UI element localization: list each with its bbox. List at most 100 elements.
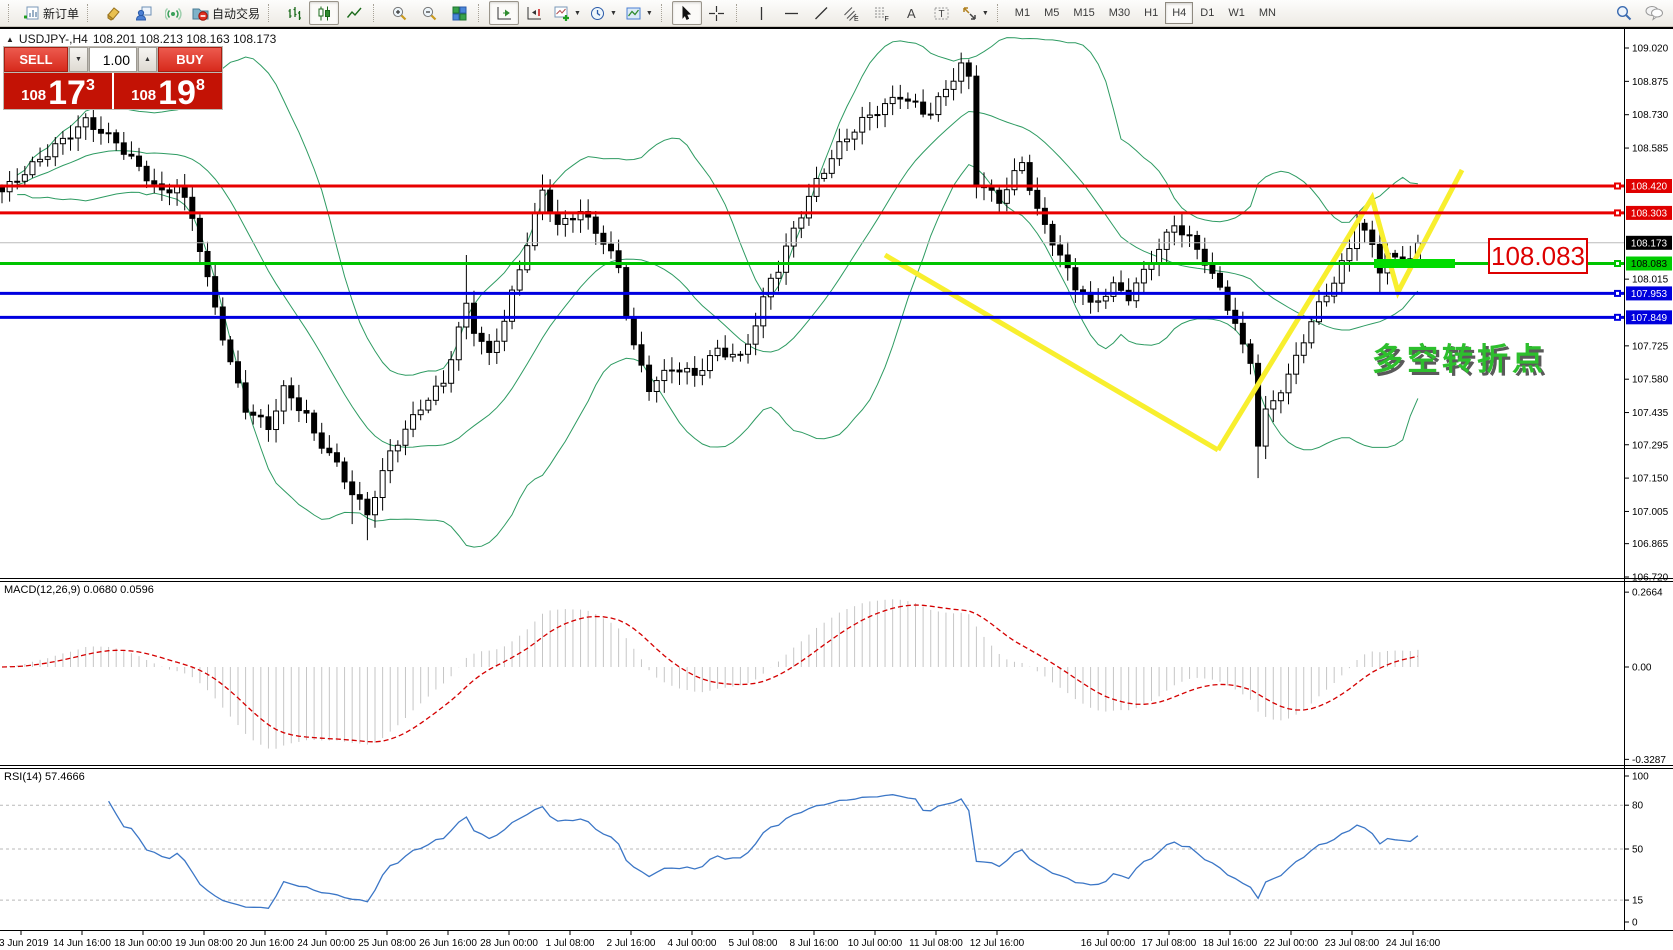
line-chart-icon [346, 7, 362, 18]
tile-windows-button[interactable] [444, 1, 474, 25]
horizontal-line-icon [785, 12, 799, 14]
yellow-trendline[interactable] [883, 252, 1220, 453]
text-label-button[interactable]: T [927, 1, 957, 25]
volume-input[interactable]: 1.00 [89, 47, 137, 72]
candle-body [486, 340, 493, 353]
candlestick-chart-button[interactable] [309, 1, 340, 25]
candle-body [303, 410, 310, 414]
vertical-line-button[interactable] [747, 1, 777, 25]
sell-button[interactable]: SELL [4, 47, 68, 72]
candle-body [668, 369, 675, 372]
tf-button-mn[interactable]: MN [1258, 7, 1276, 19]
comments-button[interactable] [1639, 1, 1669, 25]
candle-body [1072, 267, 1079, 291]
chart-shift-button[interactable] [519, 1, 549, 25]
candle-body [372, 497, 379, 516]
price-tick-label: 108.015 [1632, 275, 1669, 286]
chart-snapshot-button[interactable] [98, 1, 128, 25]
candle-body [1293, 354, 1300, 375]
line-anchor-marker-center [1616, 262, 1619, 266]
candle-body [767, 277, 774, 298]
candle-body [1399, 256, 1406, 260]
candle-body [1300, 342, 1307, 356]
arrows-button[interactable]: ▼ [957, 1, 993, 25]
candle-body [1392, 252, 1399, 258]
candle-body [1118, 282, 1125, 291]
bar-chart-button[interactable] [279, 1, 309, 25]
auto-trading-button[interactable]: 自动交易 [188, 1, 264, 25]
auto-scroll-button[interactable] [489, 1, 520, 25]
search-button[interactable] [1609, 1, 1639, 25]
collapse-icon[interactable]: ▲ [6, 34, 14, 44]
volume-down-button[interactable]: ▼ [69, 47, 88, 72]
tf-button-m5[interactable]: M5 [1044, 7, 1060, 19]
trade-prices-row: 108 17 3 108 19 8 [4, 73, 222, 109]
candle-body [1140, 268, 1147, 284]
candle-body [242, 382, 249, 413]
candle-body [1369, 229, 1376, 245]
candle-body [942, 88, 949, 98]
candle-body [257, 414, 264, 418]
volume-up-button[interactable]: ▲ [138, 47, 157, 72]
candle-body [1011, 170, 1018, 191]
rsi-panel-layer [0, 794, 1624, 909]
tf-button-d1[interactable]: D1 [1200, 7, 1215, 19]
candle-body [1376, 243, 1383, 274]
price-tag-label: 108.420 [1631, 182, 1668, 193]
price-tick-label: 108.585 [1632, 144, 1669, 155]
new-order-button[interactable]: 新订单 [19, 1, 83, 25]
equidistant-channel-button[interactable]: E [837, 1, 867, 25]
tf-button-m1[interactable]: M1 [1014, 7, 1031, 19]
green-highlight-bar[interactable] [1374, 259, 1455, 269]
tf-button-h4[interactable]: H4 [1165, 2, 1194, 24]
macd-tick-label: 0.00 [1632, 663, 1652, 674]
templates-button[interactable]: ▼ [621, 1, 657, 25]
time-tick-label: 28 Jun 00:00 [480, 938, 538, 949]
time-tick-label: 22 Jul 00:00 [1264, 938, 1319, 949]
indicators-dropdown-arrow[interactable]: ▼ [574, 9, 581, 17]
candle-body [174, 186, 181, 194]
candle-body [592, 216, 599, 234]
candlestick-chart-icon [318, 6, 330, 20]
time-tick-label: 24 Jun 00:00 [297, 938, 355, 949]
line-chart-button[interactable] [339, 1, 369, 25]
tf-button-m30[interactable]: M30 [1108, 7, 1131, 19]
candle-body [897, 96, 904, 100]
candle-body [760, 296, 767, 327]
text-button[interactable]: A [897, 1, 927, 25]
sell-price[interactable]: 108 17 3 [4, 73, 112, 109]
candle-body [547, 189, 554, 214]
market-watch-button[interactable] [128, 1, 158, 25]
fibonacci-button[interactable]: F [867, 1, 897, 25]
tf-button-m15[interactable]: M15 [1073, 7, 1095, 19]
template-icon [626, 7, 641, 19]
horizontal-line-button[interactable] [777, 1, 807, 25]
macd-name: MACD(12,26,9) [4, 584, 81, 596]
zoom-out-button[interactable] [414, 1, 444, 25]
price-tag [1626, 256, 1672, 271]
zoom-out-icon [422, 6, 436, 20]
arrows-dropdown-arrow[interactable]: ▼ [981, 9, 989, 17]
yellow-trendline[interactable] [1215, 168, 1465, 452]
periods-dropdown-arrow[interactable]: ▼ [609, 9, 617, 17]
time-tick-label: 10 Jul 00:00 [848, 938, 903, 949]
price-tick-label: 106.865 [1632, 539, 1669, 550]
tf-button-w1[interactable]: W1 [1228, 7, 1245, 19]
templates-dropdown-arrow[interactable]: ▼ [645, 9, 653, 17]
buy-button[interactable]: BUY [158, 47, 222, 72]
candle-body [440, 382, 447, 387]
zoom-in-button[interactable] [384, 1, 414, 25]
tf-button-h1[interactable]: H1 [1144, 7, 1159, 19]
candle-body [912, 100, 919, 103]
cursor-button[interactable] [671, 1, 702, 25]
candle-body [1277, 392, 1284, 402]
price-tag-label: 108.083 [1631, 259, 1668, 270]
indicators-button[interactable]: ▼ [549, 1, 585, 25]
periods-button[interactable]: ▼ [585, 1, 621, 25]
crosshair-button[interactable] [702, 1, 732, 25]
price-callout-box[interactable]: 108.083 [1488, 238, 1588, 274]
trendline-button[interactable] [807, 1, 837, 25]
signals-button[interactable] [158, 1, 188, 25]
buy-price[interactable]: 108 19 8 [114, 73, 222, 109]
